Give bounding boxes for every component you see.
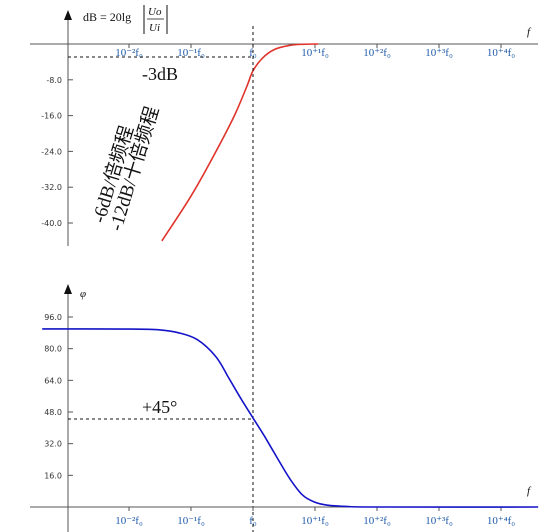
magnitude-y-ticks: -8.0 -16.0 -24.0 -32.0 -40.0 bbox=[41, 76, 73, 228]
phase-curve bbox=[42, 328, 539, 508]
phase-x-ticks: 10⁻²f₀ 10⁻¹f₀ f₀ 10⁺¹f₀ 10⁺²f₀ 10⁺³f₀ 10⁺⁴f₀ bbox=[115, 507, 515, 527]
magnitude-x-tick-label: 10⁺¹f₀ bbox=[301, 47, 329, 59]
phase-y-tick-label: 48.0 bbox=[44, 408, 62, 417]
phase-x-tick-label: 10⁻²f₀ bbox=[115, 515, 143, 527]
magnitude-x-axis-name: f bbox=[527, 26, 532, 38]
magnitude-curve bbox=[161, 43, 319, 242]
phase-y-axis-name: φ bbox=[80, 288, 86, 300]
magnitude-ylabel-prefix: dB = 20lg bbox=[83, 10, 131, 24]
magnitude-y-axis-arrow bbox=[64, 10, 72, 20]
phase-x-tick-label: 10⁺³f₀ bbox=[425, 515, 453, 527]
phase-x-tick-label: 10⁻¹f₀ bbox=[177, 515, 205, 527]
magnitude-x-tick-label: 10⁻²f₀ bbox=[115, 47, 143, 59]
magnitude-ylabel: dB = 20lg Uo Ui bbox=[83, 5, 168, 34]
phase-x-tick-label: f₀ bbox=[249, 515, 257, 527]
minus-3db-annotation: -3dB bbox=[142, 64, 178, 84]
phase-x-tick-label: 10⁺⁴f₀ bbox=[487, 515, 515, 527]
phase-y-tick-label: 80.0 bbox=[44, 345, 62, 354]
magnitude-y-tick-label: -8.0 bbox=[46, 76, 62, 85]
phase-y-tick-label: 32.0 bbox=[44, 440, 62, 449]
phase-x-axis-name: f bbox=[527, 485, 532, 497]
phase-y-ticks: 16.0 32.0 48.0 64.0 80.0 96.0 bbox=[44, 313, 73, 480]
magnitude-ylabel-denominator: Ui bbox=[149, 22, 160, 34]
magnitude-x-tick-label: 10⁻¹f₀ bbox=[177, 47, 205, 59]
phase-x-tick-label: 10⁺²f₀ bbox=[363, 515, 391, 527]
phase-y-tick-label: 16.0 bbox=[44, 471, 62, 480]
magnitude-x-tick-label: 10⁺²f₀ bbox=[363, 47, 391, 59]
magnitude-ylabel-numerator: Uo bbox=[148, 6, 162, 18]
phase-chart: φ f 16.0 32.0 48.0 64.0 80.0 96.0 10⁻²f₀ 10⁻¹f… bbox=[30, 284, 539, 532]
magnitude-y-tick-label: -16.0 bbox=[41, 112, 62, 121]
magnitude-y-tick-label: -40.0 bbox=[41, 219, 62, 228]
magnitude-x-tick-label: 10⁺⁴f₀ bbox=[487, 47, 515, 59]
phase-y-tick-label: 64.0 bbox=[44, 376, 62, 385]
magnitude-chart: f dB = 20lg Uo Ui -8.0 -16.0 -24.0 -32.0 -40… bbox=[30, 5, 538, 246]
plus-45-annotation: +45° bbox=[142, 397, 177, 417]
phase-y-tick-label: 96.0 bbox=[44, 313, 62, 322]
magnitude-y-tick-label: -32.0 bbox=[41, 183, 62, 192]
phase-y-axis-arrow bbox=[64, 284, 72, 294]
magnitude-y-tick-label: -24.0 bbox=[41, 147, 62, 156]
magnitude-x-tick-label: 10⁺³f₀ bbox=[425, 47, 453, 59]
phase-x-tick-label: 10⁺¹f₀ bbox=[301, 515, 329, 527]
